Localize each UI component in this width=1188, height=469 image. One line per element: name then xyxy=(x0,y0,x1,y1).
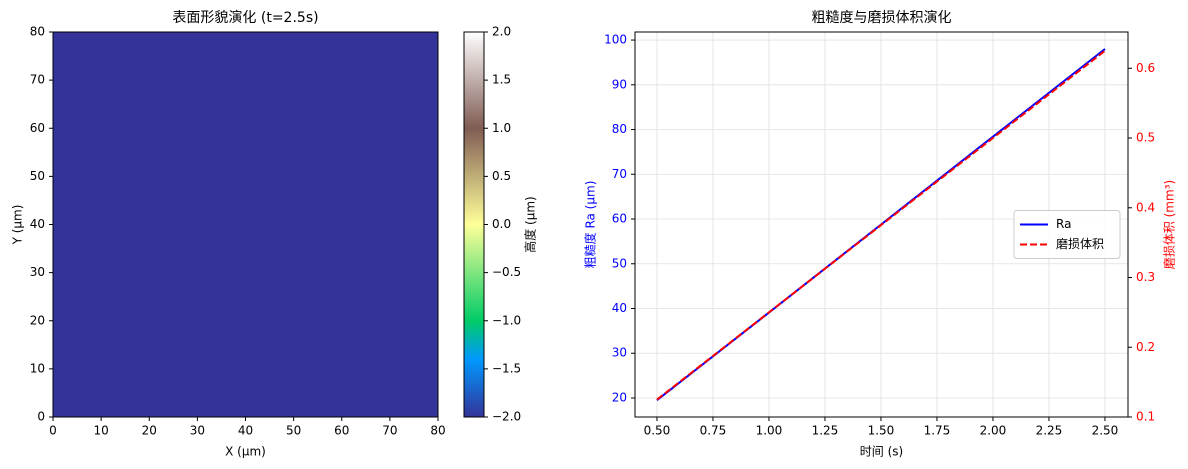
x-tick-label: 10 xyxy=(93,424,108,438)
y-tick-label: 1.5 xyxy=(492,73,511,87)
legend-label: Ra xyxy=(1056,217,1071,231)
y-tick-label: −1.5 xyxy=(492,361,521,375)
x-tick-label: 0.50 xyxy=(644,424,671,438)
y-tick-label: 70 xyxy=(612,167,627,181)
y-tick-label: 0 xyxy=(37,410,45,424)
x-tick-label: 40 xyxy=(238,424,253,438)
legend-label: 磨损体积 xyxy=(1056,237,1104,251)
y-tick-label: 0.5 xyxy=(1136,131,1155,145)
axes-frame xyxy=(634,31,1129,418)
x-tick-label: 1.25 xyxy=(812,424,839,438)
x-tick-label: 1.00 xyxy=(756,424,783,438)
x-tick-label: 60 xyxy=(334,424,349,438)
x-tick-label: 1.50 xyxy=(868,424,895,438)
y-axis-label: Y (μm) xyxy=(11,205,25,246)
x-tick-label: 2.25 xyxy=(1036,424,1063,438)
y-tick-label: −1.0 xyxy=(492,313,521,327)
y-tick-label: 80 xyxy=(30,25,45,39)
colorbar-label: 高度 (μm) xyxy=(523,196,538,253)
x-tick-label: 0 xyxy=(49,424,57,438)
y-tick-label: 50 xyxy=(30,169,45,183)
chart-title: 粗糙度与磨损体积演化 xyxy=(812,10,952,26)
y-tick-label: 90 xyxy=(612,77,627,91)
y-tick-label: 70 xyxy=(30,73,45,87)
x-tick-label: 30 xyxy=(190,424,205,438)
y-tick-label: −0.5 xyxy=(492,265,521,279)
x-tick-label: 2.00 xyxy=(980,424,1007,438)
y-tick-label: 30 xyxy=(30,265,45,279)
y-tick-label: 80 xyxy=(612,122,627,136)
y-tick-label: 100 xyxy=(604,33,627,47)
y2-axis-label: 磨损体积 (mm³) xyxy=(1163,180,1177,269)
chart-title: 表面形貌演化 (t=2.5s) xyxy=(172,10,318,26)
y-tick-label: 40 xyxy=(612,301,627,315)
y-tick-label: 20 xyxy=(612,390,627,404)
y-tick-label: 0.4 xyxy=(1136,200,1155,214)
data-line xyxy=(656,50,1106,401)
y-tick-label: 0.6 xyxy=(1136,61,1155,75)
y-tick-label: 0.0 xyxy=(492,217,511,231)
y-tick-label: 0.1 xyxy=(1136,410,1155,424)
y-tick-label: −2.0 xyxy=(492,410,521,424)
y-tick-label: 10 xyxy=(30,361,45,375)
legend-box xyxy=(1013,210,1121,259)
colorbar xyxy=(463,31,485,418)
y-tick-label: 60 xyxy=(30,121,45,135)
x-tick-label: 50 xyxy=(286,424,301,438)
y-tick-label: 60 xyxy=(612,212,627,226)
y-tick-label: 20 xyxy=(30,313,45,327)
y-tick-label: 0.5 xyxy=(492,169,511,183)
y-tick-label: 40 xyxy=(30,217,45,231)
x-tick-label: 70 xyxy=(382,424,397,438)
x-tick-label: 2.50 xyxy=(1092,424,1119,438)
x-tick-label: 1.75 xyxy=(924,424,951,438)
x-axis-label: X (μm) xyxy=(225,445,266,459)
y-tick-label: 50 xyxy=(612,256,627,270)
x-tick-label: 20 xyxy=(142,424,157,438)
y-tick-label: 2.0 xyxy=(492,25,511,39)
y-axis-label: 粗糙度 Ra (μm) xyxy=(583,181,598,269)
y-tick-label: 30 xyxy=(612,346,627,360)
heatmap-cell xyxy=(53,32,439,418)
x-tick-label: 80 xyxy=(430,424,445,438)
y-tick-label: 0.2 xyxy=(1136,340,1155,354)
x-tick-label: 0.75 xyxy=(700,424,727,438)
y-tick-label: 0.3 xyxy=(1136,270,1155,284)
x-axis-label: 时间 (s) xyxy=(860,445,903,459)
y-tick-label: 1.0 xyxy=(492,121,511,135)
